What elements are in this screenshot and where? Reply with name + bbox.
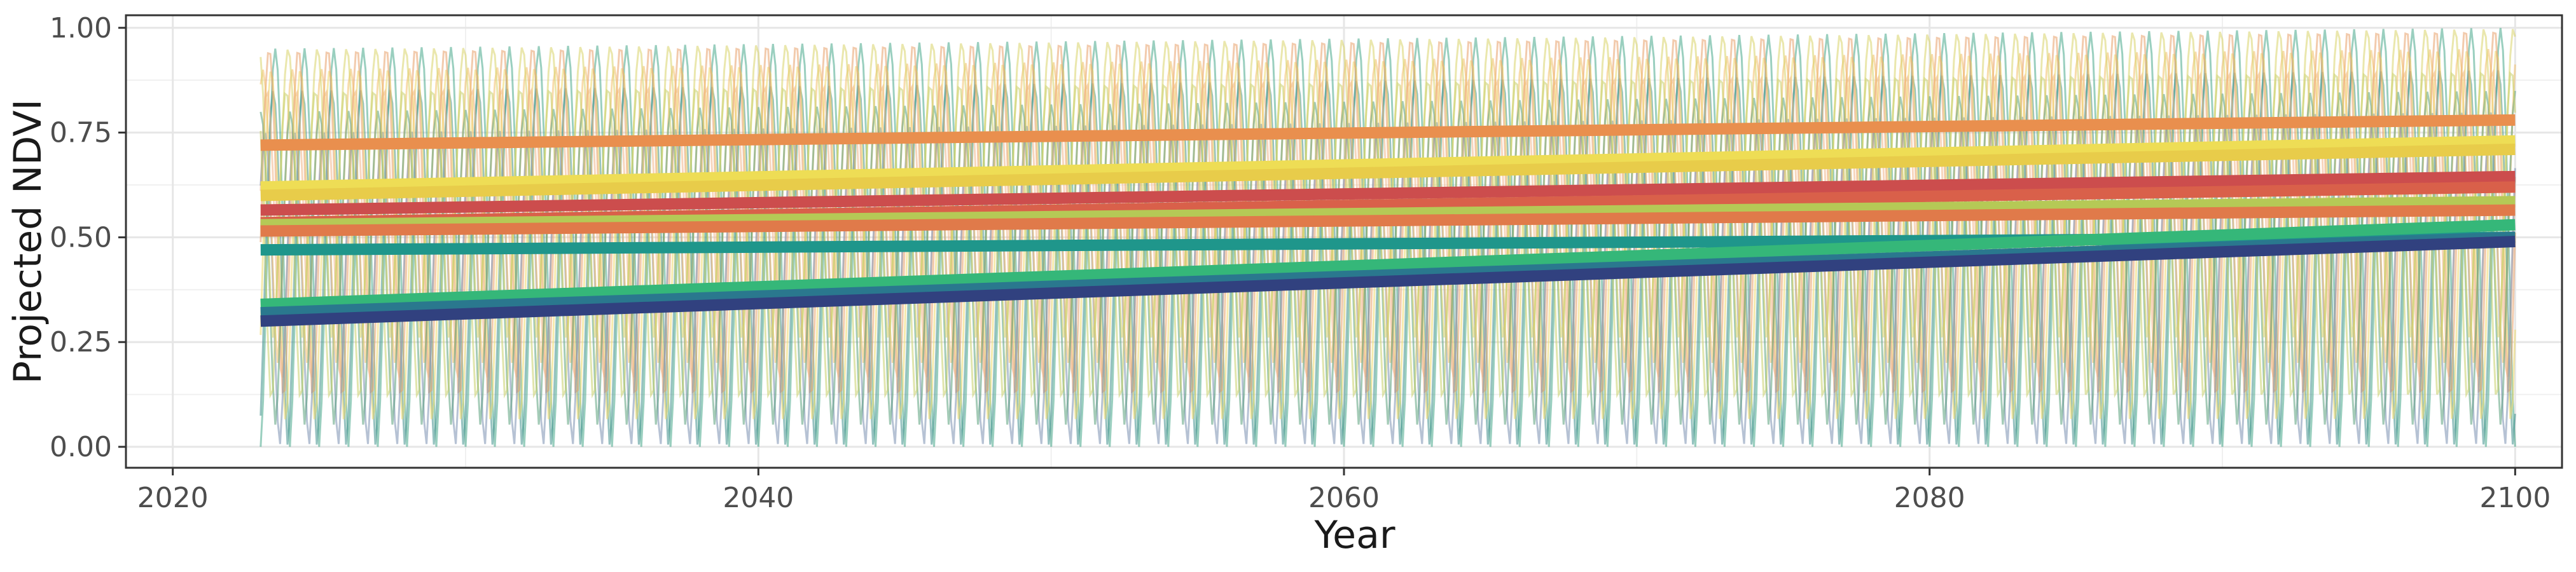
trend-series-line xyxy=(260,236,2516,327)
x-tick-label: 2060 xyxy=(1308,482,1380,514)
trend-series-line xyxy=(260,204,2516,237)
trend-series-line xyxy=(260,219,2516,310)
x-tick-label: 2020 xyxy=(137,482,209,514)
y-tick-label: 0.75 xyxy=(50,117,112,149)
axis-layer: 2020 2040 2060 2080 2100 0.00 0.25 0.50 0.75 1.00 xyxy=(50,12,2551,514)
trend-series-line xyxy=(260,196,2516,231)
y-axis-title: Projected NDVI xyxy=(6,99,50,384)
x-axis-title: Year xyxy=(1313,513,1395,557)
x-tick-label: 2080 xyxy=(1894,482,1965,514)
y-tick-label: 0.25 xyxy=(50,326,112,358)
trend-series-line xyxy=(260,114,2516,151)
trend-series-line xyxy=(260,170,2516,216)
y-tick-label: 0.50 xyxy=(50,221,112,254)
trend-series-line xyxy=(260,143,2516,201)
y-tick-label: 1.00 xyxy=(50,12,112,44)
x-tick-label: 2100 xyxy=(2479,482,2551,514)
trend-series-layer xyxy=(260,114,2516,327)
seasonal-series-line xyxy=(260,112,2516,444)
x-tick-label: 2040 xyxy=(723,482,794,514)
y-tick-label: 0.00 xyxy=(50,431,112,463)
trend-series-line xyxy=(260,135,2516,193)
